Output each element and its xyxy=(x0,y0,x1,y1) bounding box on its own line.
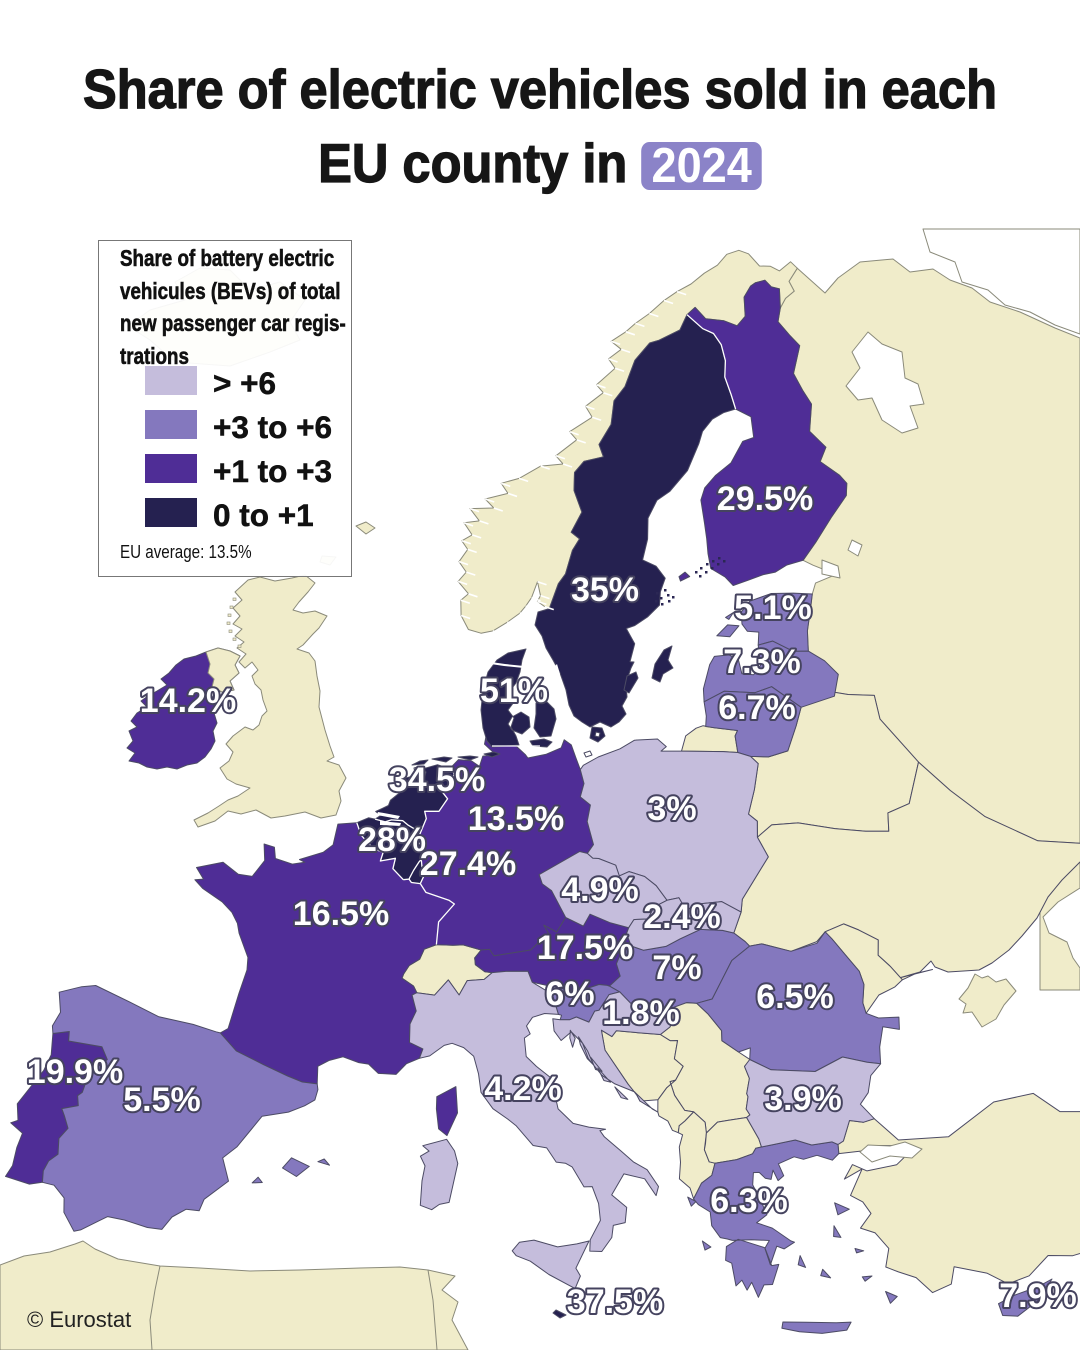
svg-text:7.9%: 7.9% xyxy=(999,1277,1077,1315)
svg-text:1.8%: 1.8% xyxy=(602,994,680,1032)
svg-text:6%: 6% xyxy=(545,975,594,1013)
svg-text:14.2%: 14.2% xyxy=(140,682,236,720)
svg-text:35%: 35% xyxy=(571,571,639,609)
svg-text:4.2%: 4.2% xyxy=(484,1070,562,1108)
svg-text:37.5%: 37.5% xyxy=(567,1283,663,1321)
svg-text:6.7%: 6.7% xyxy=(718,689,796,727)
svg-text:3%: 3% xyxy=(647,790,696,828)
svg-text:6.5%: 6.5% xyxy=(756,978,834,1016)
svg-text:7.3%: 7.3% xyxy=(723,643,801,681)
svg-text:4.9%: 4.9% xyxy=(561,871,639,909)
svg-text:7%: 7% xyxy=(652,949,701,987)
svg-text:19.9%: 19.9% xyxy=(27,1053,123,1091)
svg-text:5.5%: 5.5% xyxy=(123,1081,201,1119)
svg-text:5.1%: 5.1% xyxy=(734,589,812,627)
svg-text:3.9%: 3.9% xyxy=(764,1080,842,1118)
svg-text:16.5%: 16.5% xyxy=(293,895,389,933)
svg-text:2.4%: 2.4% xyxy=(643,898,721,936)
svg-text:17.5%: 17.5% xyxy=(537,929,633,967)
svg-text:28%: 28% xyxy=(358,821,426,859)
svg-text:27.4%: 27.4% xyxy=(420,845,516,883)
svg-text:29.5%: 29.5% xyxy=(717,480,813,518)
svg-text:13.5%: 13.5% xyxy=(468,800,564,838)
svg-text:6.3%: 6.3% xyxy=(710,1182,788,1220)
svg-text:34.5%: 34.5% xyxy=(389,761,485,799)
svg-text:51%: 51% xyxy=(480,672,548,710)
